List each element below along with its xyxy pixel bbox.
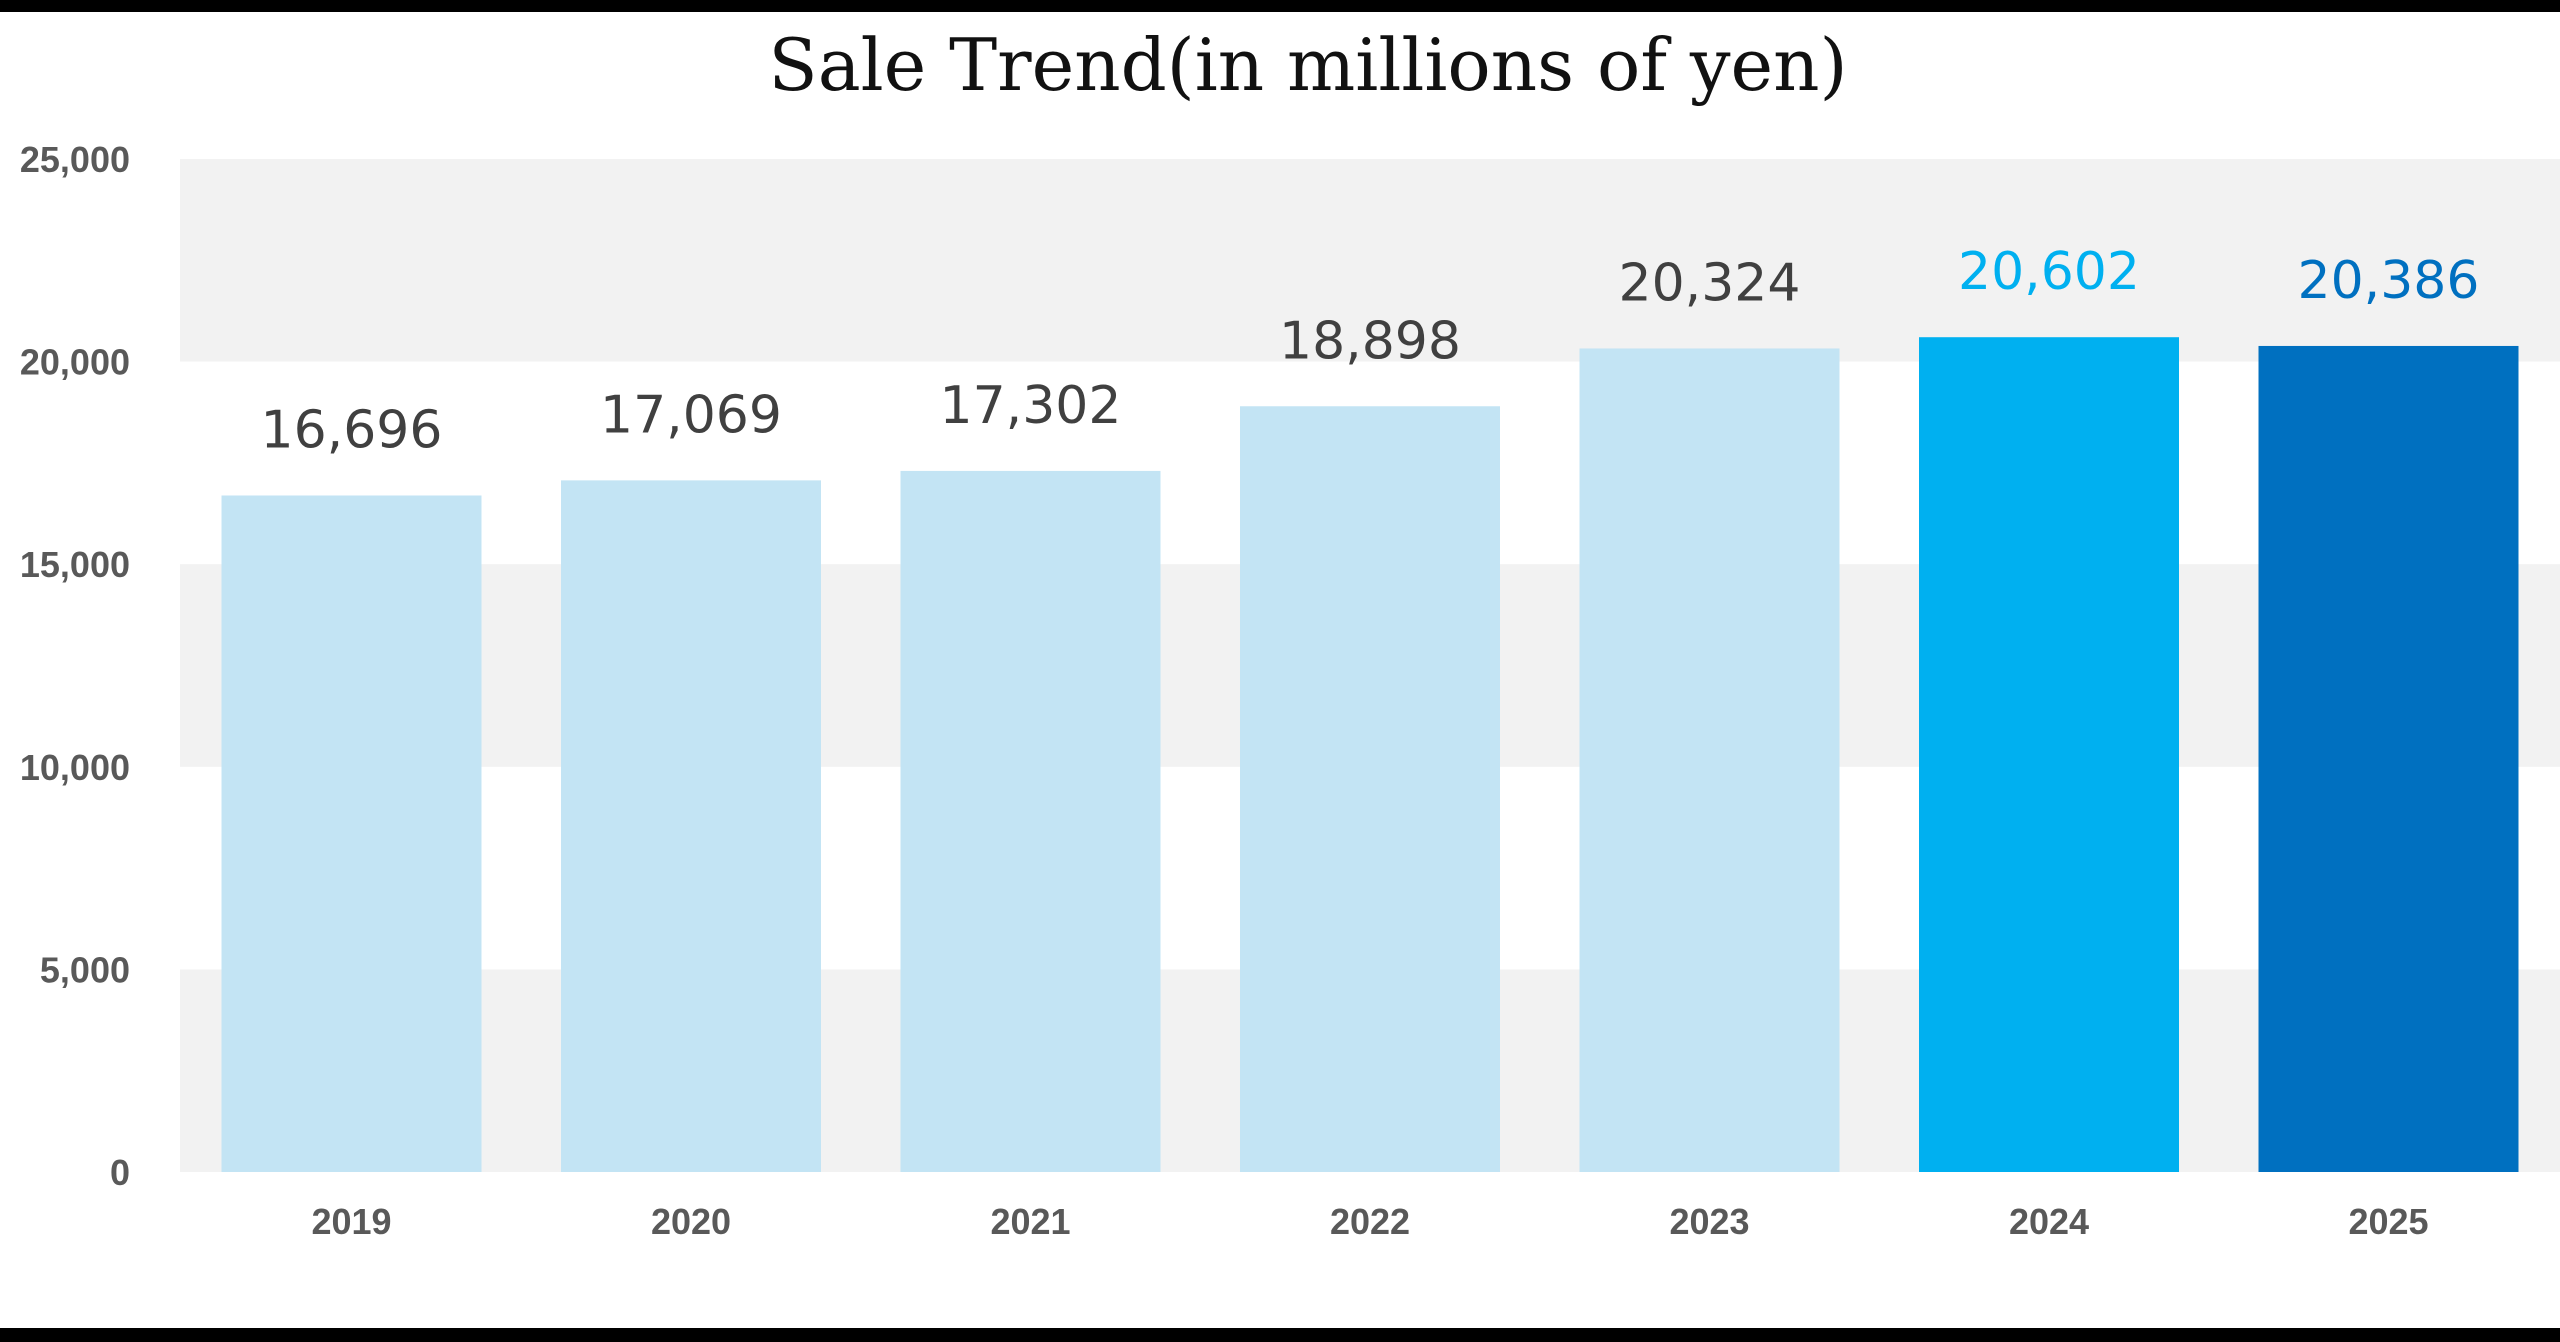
data-label-2022: 18,898 (1279, 311, 1461, 371)
x-tick-label-2023: 2023 (1669, 1201, 1749, 1242)
x-tick-label-2020: 2020 (651, 1201, 731, 1242)
x-tick-label-2022: 2022 (1330, 1201, 1410, 1242)
y-axis: 0 5,000 10,000 15,000 20,000 25,000 (20, 139, 130, 1193)
data-label-2024: 20,602 (1958, 242, 2140, 302)
x-axis: 2019 2020 2021 2022 2023 2024 2025 (311, 1201, 2428, 1242)
data-label-2020: 17,069 (600, 385, 782, 445)
bar-2023 (1579, 348, 1840, 1172)
data-label-2021: 17,302 (940, 376, 1122, 436)
bar-2020 (561, 480, 821, 1172)
y-tick-label: 5,000 (40, 949, 130, 990)
x-tick-label-2021: 2021 (990, 1201, 1070, 1242)
bars (221, 337, 2519, 1172)
bar-2025 (2258, 345, 2519, 1172)
y-tick-label: 15,000 (20, 544, 130, 585)
data-label-2025: 20,386 (2298, 251, 2480, 311)
data-labels: 16,696 17,069 17,302 18,898 20,324 20,602 20,3… (261, 242, 2480, 460)
bar-2022 (1240, 406, 1500, 1172)
y-tick-label: 10,000 (20, 747, 130, 788)
y-tick-label: 25,000 (20, 139, 130, 180)
x-tick-label-2025: 2025 (2348, 1201, 2428, 1242)
bar-2024 (1919, 337, 2179, 1172)
y-tick-label: 0 (110, 1152, 130, 1193)
y-tick-label: 20,000 (20, 342, 130, 383)
chart-title: Sale Trend(in millions of yen) (768, 23, 1847, 107)
x-tick-label-2019: 2019 (311, 1201, 391, 1242)
grid-band (180, 159, 2560, 362)
bar-chart: 16,696 17,069 17,302 18,898 20,324 20,602 20,3… (20, 23, 2560, 1242)
x-tick-label-2024: 2024 (2009, 1201, 2089, 1242)
chart-canvas: 16,696 17,069 17,302 18,898 20,324 20,602 20,3… (0, 12, 2560, 1328)
bar-2019 (221, 495, 482, 1172)
bar-2021 (900, 470, 1161, 1172)
data-label-2019: 16,696 (261, 400, 443, 460)
data-label-2023: 20,324 (1619, 253, 1801, 313)
